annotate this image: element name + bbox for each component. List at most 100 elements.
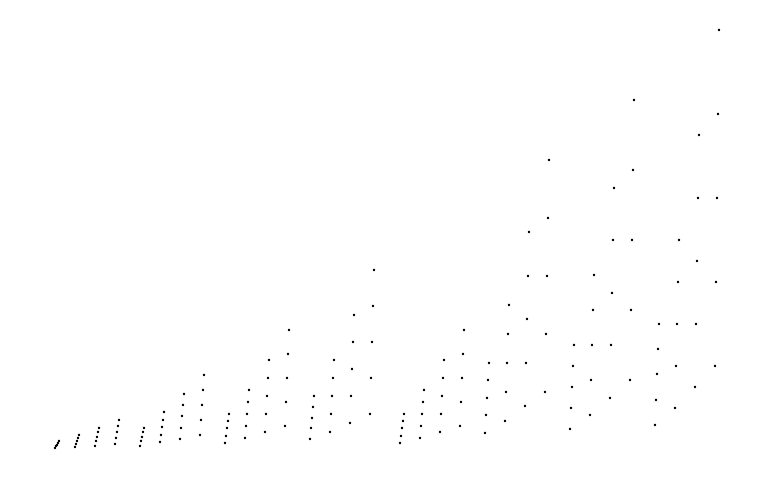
point: [310, 416, 314, 420]
point: [421, 400, 425, 404]
point: [399, 434, 403, 438]
point: [527, 230, 531, 234]
point: [55, 443, 59, 447]
point: [75, 439, 79, 443]
point: [589, 378, 593, 382]
point: [114, 436, 118, 440]
point: [161, 418, 165, 422]
point: [440, 394, 444, 398]
point: [568, 427, 572, 431]
point: [714, 280, 718, 284]
point: [609, 343, 613, 347]
point: [115, 430, 119, 434]
point: [588, 413, 592, 417]
point: [507, 303, 511, 307]
point: [264, 412, 268, 416]
point: [673, 406, 677, 410]
point: [198, 433, 202, 437]
point: [226, 419, 230, 423]
point: [461, 352, 465, 356]
point: [547, 158, 551, 162]
point: [526, 274, 530, 278]
point: [715, 196, 719, 200]
point: [657, 322, 661, 326]
point: [200, 403, 204, 407]
point: [372, 268, 376, 272]
point: [460, 376, 464, 380]
point: [439, 412, 443, 416]
point: [655, 372, 659, 376]
point: [571, 364, 575, 368]
point: [266, 376, 270, 380]
point: [694, 322, 698, 326]
point: [227, 412, 231, 416]
point: [93, 444, 97, 448]
point: [632, 98, 636, 102]
point: [263, 430, 267, 434]
point: [696, 196, 700, 200]
point: [201, 388, 205, 392]
point: [402, 412, 406, 416]
point: [267, 358, 271, 362]
point: [113, 442, 117, 446]
point: [524, 361, 528, 365]
point: [199, 418, 203, 422]
point: [503, 419, 507, 423]
point: [369, 376, 373, 380]
point: [331, 376, 335, 380]
point: [247, 388, 251, 392]
point: [286, 352, 290, 356]
point: [97, 426, 101, 430]
point: [398, 441, 402, 445]
point: [505, 361, 509, 365]
point: [139, 439, 143, 443]
point: [592, 273, 596, 277]
point: [160, 425, 164, 429]
point: [675, 322, 679, 326]
point: [546, 216, 550, 220]
point: [223, 441, 227, 445]
point: [162, 410, 166, 414]
point: [570, 385, 574, 389]
point: [329, 412, 333, 416]
point: [608, 396, 612, 400]
point: [371, 304, 375, 308]
point: [141, 430, 145, 434]
point: [330, 394, 334, 398]
point: [525, 317, 529, 321]
point: [656, 347, 660, 351]
point: [401, 419, 405, 423]
point: [462, 328, 466, 332]
point: [569, 406, 573, 410]
point: [611, 238, 615, 242]
point: [140, 435, 144, 439]
point: [545, 274, 549, 278]
point: [504, 390, 508, 394]
point: [716, 112, 720, 116]
point: [285, 376, 289, 380]
point: [225, 426, 229, 430]
point: [350, 367, 354, 371]
point: [57, 439, 61, 443]
point: [612, 186, 616, 190]
point: [243, 436, 247, 440]
point: [94, 439, 98, 443]
point: [422, 388, 426, 392]
point: [420, 412, 424, 416]
point: [628, 378, 632, 382]
point: [308, 437, 312, 441]
point: [159, 433, 163, 437]
point: [311, 405, 315, 409]
point: [697, 133, 701, 137]
point: [458, 424, 462, 428]
point: [523, 404, 527, 408]
point: [351, 340, 355, 344]
point: [244, 424, 248, 428]
point: [438, 430, 442, 434]
point: [245, 412, 249, 416]
point: [630, 238, 634, 242]
point: [246, 400, 250, 404]
point: [95, 435, 99, 439]
